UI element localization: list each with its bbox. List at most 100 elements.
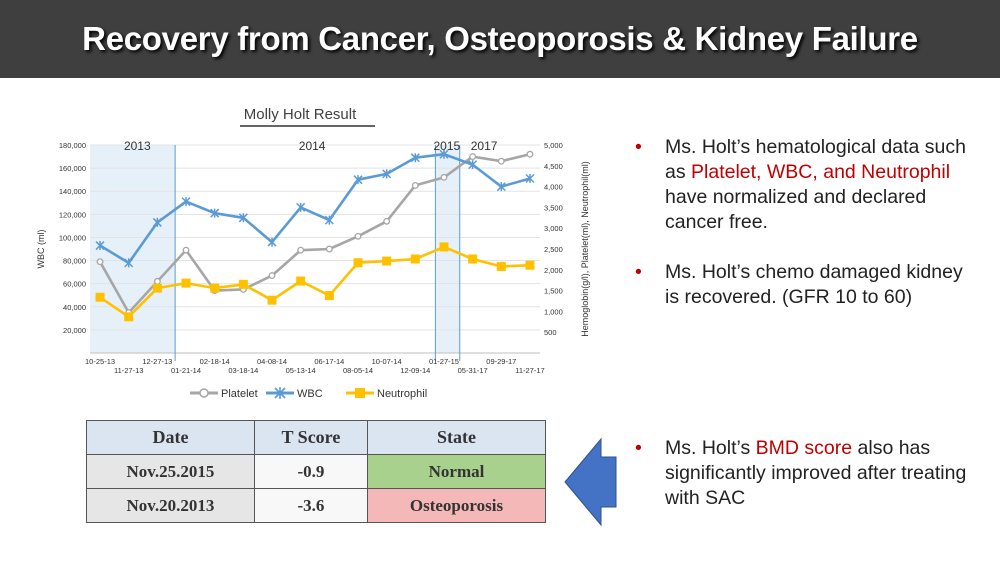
wbc-point: [525, 173, 535, 184]
y2-tick-label: 4,000: [544, 183, 563, 192]
bullet-text: Ms. Holt’s chemo damaged kidney is recov…: [665, 261, 963, 308]
y-tick-label: 20,000: [63, 326, 86, 335]
legend-wbc-label: WBC: [297, 388, 323, 400]
wbc-line: [99, 152, 531, 265]
bullet-text: have normalized and declared cancer free…: [665, 186, 927, 233]
x-tick-label: 01-21-14: [171, 366, 201, 375]
platelet-point: [411, 181, 419, 189]
bullet-hematology: • Ms. Holt’s hematological data such as …: [635, 135, 970, 235]
bullet-kidney: • Ms. Holt’s chemo damaged kidney is rec…: [635, 260, 970, 310]
y2-tick-label: 500: [544, 328, 557, 337]
platelet-point: [268, 272, 276, 280]
platelet-point: [325, 245, 333, 253]
y2-axis-label: Hemoglobin(g/l), Platelet(ml), Neutrophi…: [580, 161, 590, 337]
neutrophil-point: [439, 242, 449, 252]
left-arrow-icon: [564, 437, 617, 527]
platelet-point: [153, 277, 161, 285]
chart-title: Molly Holt Result: [244, 106, 357, 123]
platelet-point: [440, 173, 448, 181]
wbc-point: [267, 237, 277, 247]
neutrophil-point: [382, 256, 392, 266]
platelet-point: [526, 150, 534, 158]
bullet-dot: •: [635, 437, 642, 459]
legend-neutrophil-marker: [355, 388, 365, 398]
neutrophil-point: [124, 312, 134, 322]
neutrophil-point: [238, 279, 248, 289]
row-date: Nov.20.2013: [86, 488, 255, 523]
y2-tick-label: 3,000: [544, 224, 563, 233]
neutrophil-point: [353, 258, 363, 268]
y2-tick-label: 1,500: [544, 287, 563, 296]
x-tick-label: 12-27-13: [142, 357, 172, 366]
wbc-point: [238, 213, 248, 223]
x-tick-label: 08-05-14: [343, 366, 373, 375]
wbc-point: [410, 153, 420, 163]
neutrophil-point: [95, 292, 105, 302]
y-tick-label: 60,000: [63, 280, 86, 289]
wbc-point: [152, 217, 162, 227]
bmd-table-header: Date T Score State: [86, 420, 547, 455]
header-date: Date: [86, 420, 255, 455]
x-tick-label: 01-27-15: [429, 357, 459, 366]
wbc-point: [468, 160, 478, 170]
y-tick-label: 180,000: [59, 141, 86, 150]
year-label: 2017: [471, 139, 498, 153]
neutrophil-point: [496, 261, 506, 271]
bullet-bmd: • Ms. Holt’s BMD score also has signific…: [635, 436, 970, 511]
wbc-point: [324, 215, 334, 225]
y-tick-label: 100,000: [59, 233, 86, 242]
legend-neutrophil-label: Neutrophil: [377, 388, 427, 400]
title-bar: Recovery from Cancer, Osteoporosis & Kid…: [0, 0, 1000, 78]
wbc-point: [210, 208, 220, 218]
wbc-point: [124, 258, 134, 268]
y2-tick-label: 3,500: [544, 203, 563, 212]
bmd-table: Date T Score State Nov.25.2015 -0.9 Norm…: [86, 420, 547, 523]
y2-tick-label: 4,500: [544, 162, 563, 171]
y-tick-label: 140,000: [59, 187, 86, 196]
x-tick-label: 06-17-14: [314, 357, 344, 366]
neutrophil-point: [468, 254, 478, 264]
table-row: Nov.25.2015 -0.9 Normal: [86, 454, 547, 489]
platelet-point: [182, 246, 190, 254]
wbc-point: [181, 197, 191, 207]
bullet-text: Ms. Holt’s: [665, 437, 756, 459]
x-tick-label: 10-25-13: [85, 357, 115, 366]
lab-results-chart: Molly Holt Result 2013 2014 2015 2017 20,000 4…: [36, 106, 590, 400]
y2-tick-label: 1,000: [544, 307, 563, 316]
y-tick-label: 120,000: [59, 210, 86, 219]
bullet-list-bmd: • Ms. Holt’s BMD score also has signific…: [635, 436, 970, 511]
slide-title: Recovery from Cancer, Osteoporosis & Kid…: [82, 20, 918, 57]
row-state: Normal: [366, 454, 547, 489]
x-tick-label: 09-29-17: [486, 357, 516, 366]
year-label: 2015: [433, 139, 460, 153]
bullet-dot: •: [635, 261, 642, 283]
wbc-point: [296, 202, 306, 212]
neutrophil-point: [181, 278, 191, 288]
platelet-point: [469, 153, 477, 161]
x-tick-label: 05-31-17: [458, 366, 488, 375]
bullet-highlight: BMD score: [755, 437, 853, 459]
header-state: State: [366, 420, 547, 455]
y-axis-label: WBC (ml): [36, 230, 46, 269]
wbc-point: [439, 149, 449, 159]
platelet-point: [497, 157, 505, 165]
x-tick-label: 02-18-14: [200, 357, 230, 366]
x-tick-label: 10-07-14: [372, 357, 402, 366]
y2-tick-label: 2,500: [544, 245, 563, 254]
year-label: 2013: [124, 139, 151, 153]
neutrophil-point: [210, 283, 220, 293]
bullet-highlight: Platelet, WBC, and Neutrophil: [691, 161, 951, 183]
neutrophil-point: [152, 283, 162, 293]
row-state: Osteoporosis: [366, 488, 547, 523]
bullet-text: also has significantly improved after tr…: [665, 437, 967, 509]
bullet-text: Ms. Holt’s hematological data such as: [665, 136, 966, 183]
y-tick-label: 80,000: [63, 257, 86, 266]
neutrophil-point: [525, 260, 535, 270]
legend-platelet-label: Platelet: [221, 388, 258, 400]
neutrophil-point: [324, 291, 334, 301]
x-tick-label: 12-09-14: [400, 366, 430, 375]
x-tick-label: 03-18-14: [228, 366, 258, 375]
legend-platelet-marker: [199, 388, 209, 398]
x-tick-label: 11-27-13: [114, 366, 143, 375]
year-label: 2014: [299, 139, 326, 153]
